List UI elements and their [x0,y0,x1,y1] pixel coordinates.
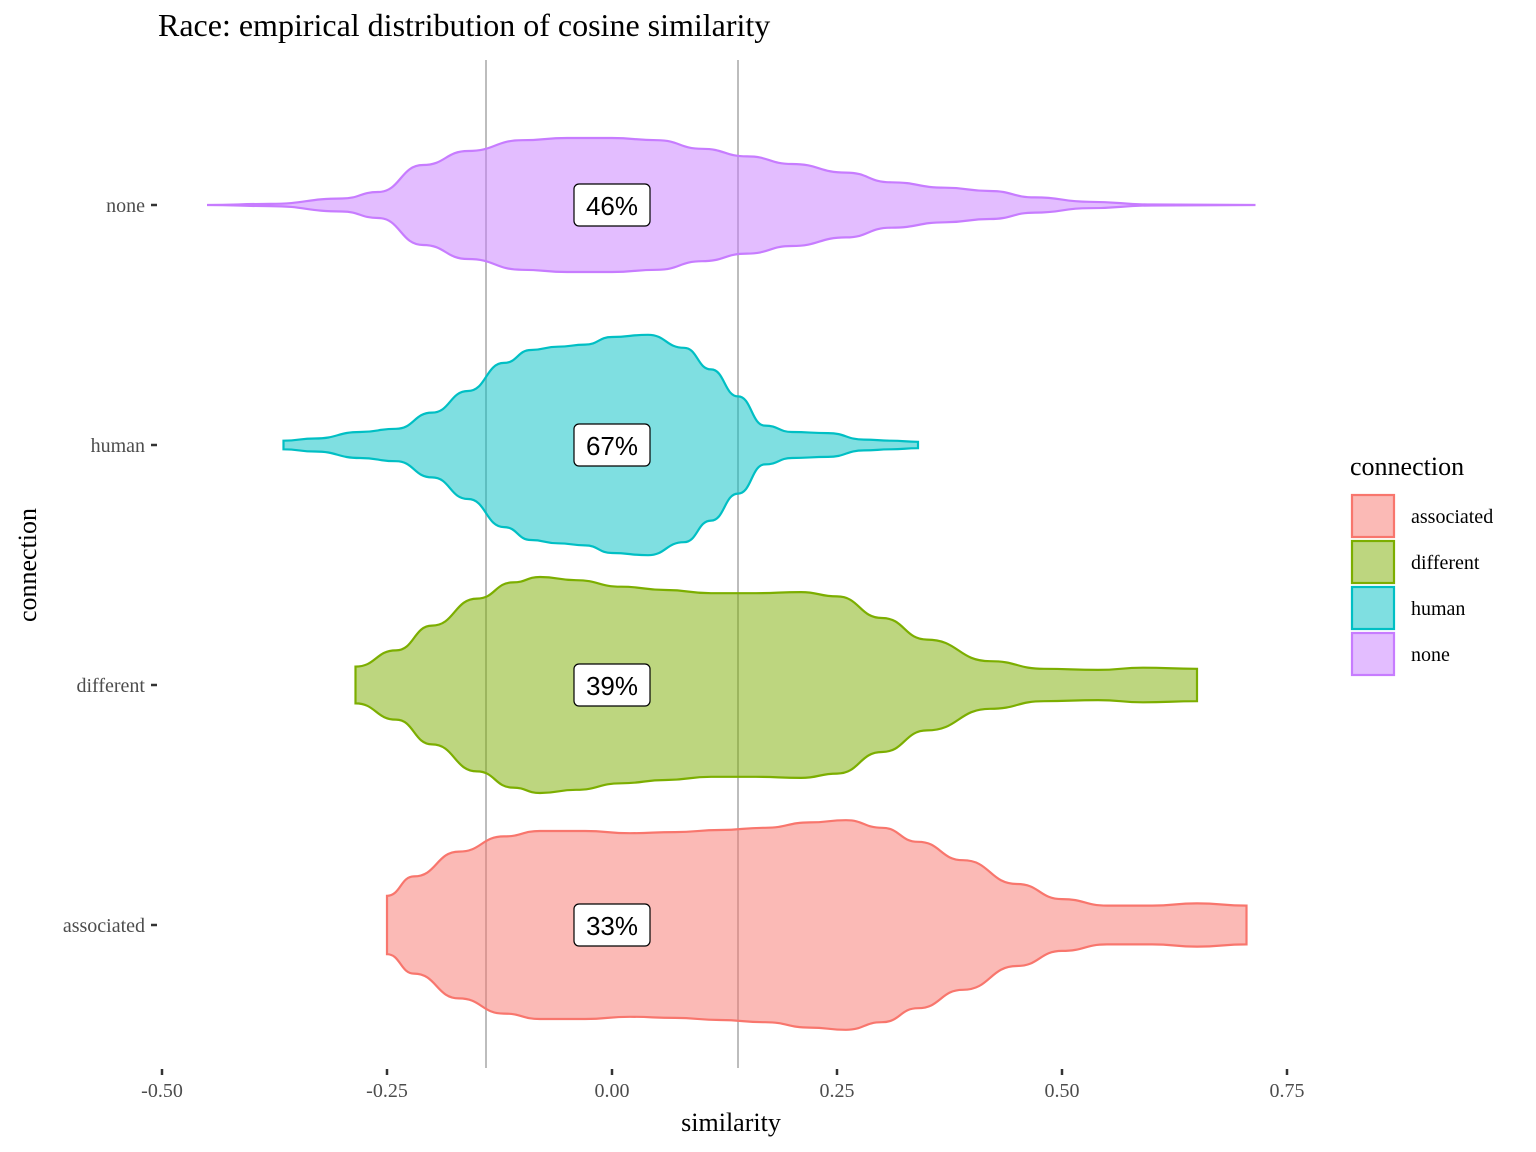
violin-layer [206,136,1257,1031]
percent-label-box [573,903,651,947]
x-tick-label: 0.75 [1270,1080,1305,1102]
legend-item-associated: associated [1350,493,1493,539]
legend-swatch-none [1350,631,1396,677]
percent-label-associated: 33% [573,903,651,947]
percent-label-box [573,663,651,707]
chart-title: Race: empirical distribution of cosine s… [158,7,770,43]
x-tick-label: 0.25 [820,1080,855,1102]
y-tick-label-associated: associated [63,915,145,937]
x-tick-label: 0.00 [595,1080,630,1102]
legend-label-associated: associated [1411,506,1493,528]
y-axis-title: connection [13,508,42,622]
legend-label-human: human [1411,598,1465,620]
percent-label-text: 67% [586,431,638,461]
violin-none [206,136,1257,274]
x-tick-label: -0.50 [141,1080,183,1102]
y-axis: associated different human none [63,195,157,937]
percent-label-text: 33% [586,911,638,941]
percent-label-layer: 46% 67% 39% 33% [573,183,651,947]
legend-title: connection [1350,452,1464,481]
legend-item-different: different [1350,539,1480,585]
legend-swatch-associated [1350,493,1396,539]
percent-label-box [573,183,651,227]
percent-label-human: 67% [573,423,651,467]
x-axis: -0.50 -0.25 0.00 0.25 0.50 0.75 [141,1069,1305,1102]
legend-swatch-different [1350,539,1396,585]
violin-associated [385,819,1248,1031]
legend-item-none: none [1350,631,1450,677]
violin-different [354,575,1199,795]
legend-swatch-human [1350,585,1396,631]
y-tick-label-none: none [106,195,145,217]
legend-label-none: none [1411,644,1450,666]
percent-label-none: 46% [573,183,651,227]
x-axis-title: similarity [681,1108,781,1137]
x-tick-label: 0.50 [1045,1080,1080,1102]
percent-label-text: 46% [586,191,638,221]
percent-label-different: 39% [573,663,651,707]
legend: connection associated different human none [1350,452,1493,677]
percent-label-box [573,423,651,467]
y-tick-label-human: human [91,435,145,457]
legend-item-human: human [1350,585,1465,631]
x-tick-label: -0.25 [366,1080,408,1102]
percent-label-text: 39% [586,671,638,701]
legend-label-different: different [1411,552,1480,574]
y-tick-label-different: different [77,675,146,697]
